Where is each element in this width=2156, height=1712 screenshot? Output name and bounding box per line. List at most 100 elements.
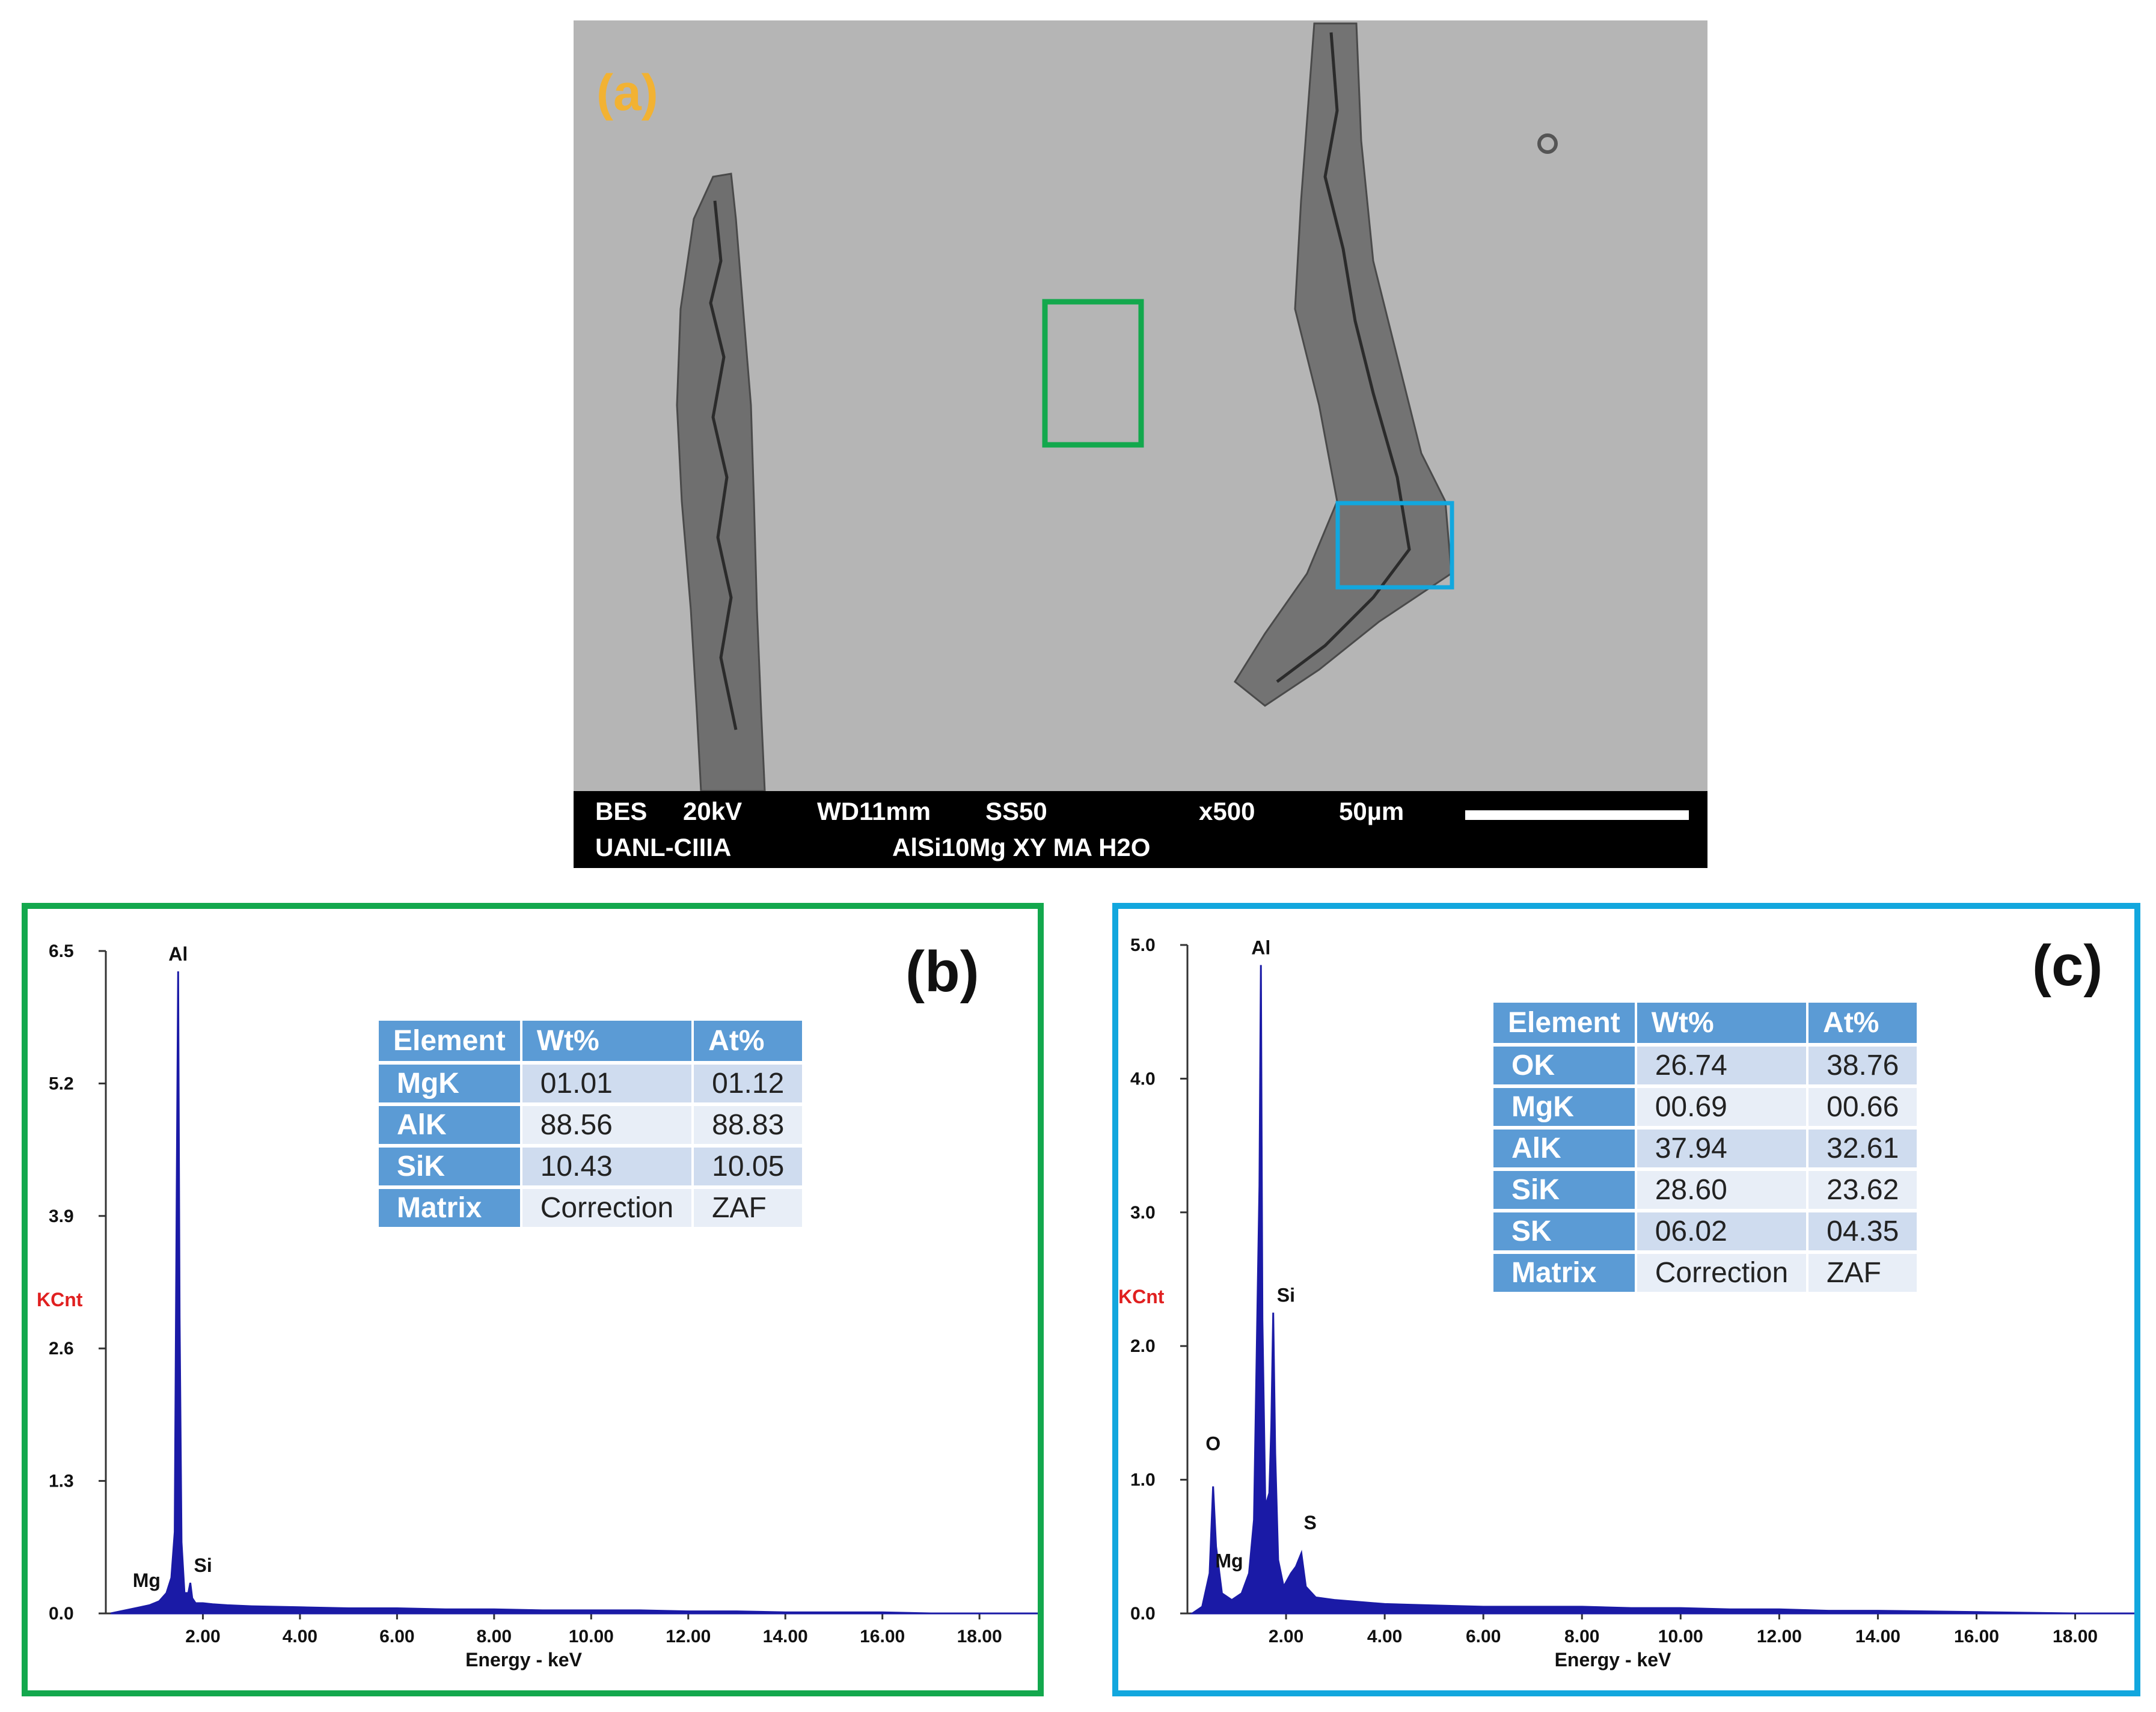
table-header-cell: Wt% xyxy=(1637,1003,1807,1043)
table-row: SK 06.02 04.35 xyxy=(1493,1212,1917,1250)
value-cell: Correction xyxy=(522,1189,692,1227)
table-header-row: Element Wt% At% xyxy=(379,1021,803,1061)
chart-c-x-axis-label: Energy - keV xyxy=(1555,1649,1672,1671)
sem-info-bar: BES 20kV WD11mm SS50 x500 50µm UANL-CIII… xyxy=(574,791,1707,868)
table-row: AlK 37.94 32.61 xyxy=(1493,1130,1917,1167)
chart-b-y-axis-label: KCnt xyxy=(37,1289,83,1310)
panel-label-b: (b) xyxy=(905,940,979,1004)
chart-c-peak-label: Si xyxy=(1277,1285,1295,1306)
table-header-cell: At% xyxy=(694,1021,803,1061)
chart-b-x-tick-label: 16.00 xyxy=(860,1627,905,1646)
chart-c-y-tick-label: 0.0 xyxy=(1130,1604,1156,1624)
crack-left xyxy=(709,200,738,730)
chart-b-x-tick-label: 12.00 xyxy=(666,1627,711,1646)
value-cell: 01.01 xyxy=(522,1065,692,1102)
crack-right xyxy=(1276,32,1411,683)
info-sample: AlSi10Mg XY MA H2O xyxy=(892,833,1151,861)
table-header-cell: Element xyxy=(379,1021,520,1061)
table-row: SiK 28.60 23.62 xyxy=(1493,1171,1917,1209)
chart-c-x-tick-label: 2.00 xyxy=(1269,1627,1303,1646)
value-cell: 88.56 xyxy=(522,1106,692,1144)
element-cell: Matrix xyxy=(379,1189,520,1227)
table-row: Matrix Correction ZAF xyxy=(379,1189,803,1227)
value-cell: ZAF xyxy=(1808,1254,1917,1292)
element-cell: SiK xyxy=(1493,1171,1635,1209)
oxide-strip-left xyxy=(676,173,766,791)
chart-b-y-tick-label: 2.6 xyxy=(49,1339,74,1359)
chart-b-peak-label: Mg xyxy=(133,1570,161,1591)
chart-c-x-tick-label: 18.00 xyxy=(2053,1627,2098,1646)
element-cell: SiK xyxy=(379,1148,520,1185)
value-cell: 23.62 xyxy=(1808,1171,1917,1209)
value-cell: ZAF xyxy=(694,1189,803,1227)
info-mag: x500 xyxy=(1199,797,1255,825)
eds-table-b: Element Wt% At% MgK 01.01 01.12 AlK 88.56 88.83 S… xyxy=(376,1017,804,1230)
info-wd: WD11mm xyxy=(817,797,931,825)
table-row: AlK 88.56 88.83 xyxy=(379,1106,803,1144)
table-header-cell: At% xyxy=(1808,1003,1917,1043)
sem-image xyxy=(574,20,1707,791)
chart-c-x-tick-label: 8.00 xyxy=(1564,1627,1599,1646)
value-cell: 06.02 xyxy=(1637,1212,1807,1250)
chart-b-y-tick-label: 6.5 xyxy=(49,941,74,961)
chart-c-y-tick-label: 3.0 xyxy=(1130,1203,1156,1223)
table-row: Matrix Correction ZAF xyxy=(1493,1254,1917,1292)
chart-c-x-tick-label: 14.00 xyxy=(1855,1627,1900,1646)
chart-b-x-tick-label: 8.00 xyxy=(477,1627,512,1646)
value-cell: Correction xyxy=(1637,1254,1807,1292)
value-cell: 88.83 xyxy=(694,1106,803,1144)
info-mode: BES xyxy=(595,797,648,825)
chart-c-peak-label: Mg xyxy=(1215,1550,1243,1571)
element-cell: MgK xyxy=(1493,1088,1635,1126)
chart-b-x-tick-label: 6.00 xyxy=(379,1627,414,1646)
chart-c-x-tick-label: 10.00 xyxy=(1658,1627,1703,1646)
value-cell: 32.61 xyxy=(1808,1130,1917,1167)
element-cell: Matrix xyxy=(1493,1254,1635,1292)
info-scale: 50µm xyxy=(1339,797,1404,825)
chart-c-x-tick-label: 6.00 xyxy=(1466,1627,1501,1646)
value-cell: 28.60 xyxy=(1637,1171,1807,1209)
info-voltage: 20kV xyxy=(683,797,743,825)
chart-b-x-axis-label: Energy - keV xyxy=(465,1649,583,1671)
panel-label-c: (c) xyxy=(2032,934,2103,998)
value-cell: 00.69 xyxy=(1637,1088,1807,1126)
chart-b-y-tick-label: 1.3 xyxy=(49,1472,74,1491)
chart-b-y-tick-label: 0.0 xyxy=(49,1604,74,1624)
chart-c-x-tick-label: 12.00 xyxy=(1757,1627,1802,1646)
chart-c-y-tick-label: 1.0 xyxy=(1130,1470,1156,1490)
chart-c-y-tick-label: 4.0 xyxy=(1130,1069,1156,1089)
chart-c-peak-label: O xyxy=(1205,1433,1220,1455)
element-cell: AlK xyxy=(379,1106,520,1144)
element-cell: SK xyxy=(1493,1212,1635,1250)
chart-b-peak-label: Si xyxy=(194,1555,212,1576)
eds-panel-b: 0.0 1.3 2.6 3.9 5.2 6.5 2.00 4.00 6.00 8.00 10.00 1… xyxy=(22,903,1044,1696)
eds-spectrum-c: 0.0 1.0 2.0 3.0 4.0 5.0 2.00 4.00 6.00 8.00 10.00 1… xyxy=(1118,935,2134,1671)
chart-b-y-tick-label: 5.2 xyxy=(49,1074,74,1093)
eds-panel-c: 0.0 1.0 2.0 3.0 4.0 5.0 2.00 4.00 6.00 8.00 10.00 1… xyxy=(1112,903,2140,1696)
chart-c-spectrum xyxy=(1189,965,2134,1615)
chart-c-y-tick-label: 2.0 xyxy=(1130,1336,1156,1356)
value-cell: 10.43 xyxy=(522,1148,692,1185)
chart-c-x-tick-label: 16.00 xyxy=(1954,1627,1999,1646)
info-lab: UANL-CIIIA xyxy=(595,833,732,861)
chart-b-spectrum xyxy=(110,971,1038,1615)
chart-c-y-axis-label: KCnt xyxy=(1118,1286,1165,1307)
table-row: MgK 00.69 00.66 xyxy=(1493,1088,1917,1126)
table-row: MgK 01.01 01.12 xyxy=(379,1065,803,1102)
value-cell: 04.35 xyxy=(1808,1212,1917,1250)
value-cell: 01.12 xyxy=(694,1065,803,1102)
particle xyxy=(1537,133,1558,154)
oxide-strip-right xyxy=(1234,22,1453,707)
value-cell: 00.66 xyxy=(1808,1088,1917,1126)
chart-c-peak-label: S xyxy=(1303,1512,1316,1533)
eds-spectrum-b: 0.0 1.3 2.6 3.9 5.2 6.5 2.00 4.00 6.00 8.00 10.00 1… xyxy=(37,941,1038,1671)
sem-micrograph: (a) BES 20kV WD11mm SS50 x500 50µm UANL-… xyxy=(574,20,1707,868)
eds-table-c: Element Wt% At% OK 26.74 38.76 MgK 00.69 00.66 Al… xyxy=(1491,999,1919,1295)
chart-c-y-tick-label: 5.0 xyxy=(1130,935,1156,955)
table-header-cell: Element xyxy=(1493,1003,1635,1043)
chart-b-peak-label: Al xyxy=(168,943,188,965)
chart-b-x-tick-label: 18.00 xyxy=(957,1627,1002,1646)
table-header-cell: Wt% xyxy=(522,1021,692,1061)
chart-c-x-tick-label: 4.00 xyxy=(1367,1627,1402,1646)
chart-c-peak-label: Al xyxy=(1251,937,1270,958)
